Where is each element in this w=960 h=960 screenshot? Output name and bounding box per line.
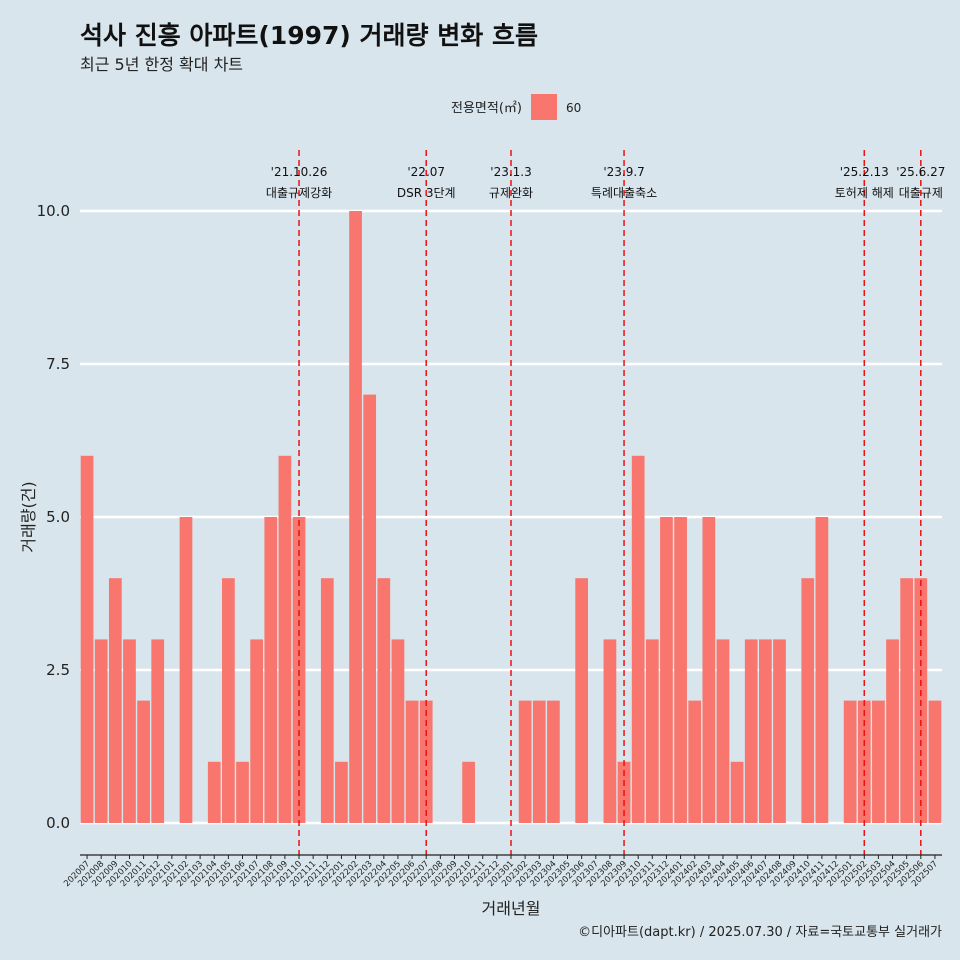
- bar-202007: [80, 455, 94, 823]
- annotation-date: '21.10.26: [271, 165, 328, 179]
- annotation-label: DSR 3단계: [397, 186, 456, 200]
- bar-202403: [702, 517, 716, 823]
- y-tick-label: 10.0: [37, 202, 70, 220]
- bar-202407: [759, 639, 772, 823]
- bar-202112: [320, 578, 334, 823]
- chart-subtitle: 최근 5년 한정 확대 차트: [80, 55, 243, 74]
- bar-202310: [631, 455, 645, 823]
- bar-202503: [872, 700, 885, 823]
- bar-202405: [730, 761, 744, 823]
- bar-202011: [137, 700, 150, 823]
- bar-202105: [222, 578, 235, 823]
- y-tick-label: 2.5: [46, 661, 70, 679]
- bar-202410: [801, 578, 815, 823]
- bar-202204: [377, 578, 391, 823]
- bar-202504: [886, 639, 899, 823]
- caption: ©디아파트(dapt.kr) / 2025.07.30 / 자료=국토교통부 실…: [578, 925, 942, 940]
- annotation-lines: [298, 150, 922, 855]
- bar-202507: [928, 700, 942, 823]
- bar-202012: [151, 639, 165, 823]
- bar-202107: [250, 639, 263, 823]
- chart-title: 석사 진흥 아파트(1997) 거래량 변화 흐름: [80, 21, 538, 50]
- bar-202411: [815, 517, 829, 823]
- bar-202203: [363, 394, 377, 823]
- bar-202206: [405, 700, 419, 823]
- bar-202501: [843, 700, 857, 823]
- y-tick-label: 7.5: [46, 355, 70, 373]
- bar-202402: [688, 700, 702, 823]
- annotation-date: '25.2.13: [840, 165, 889, 179]
- annotation-label: 대출규제: [899, 186, 943, 200]
- annotation-label: 규제완화: [489, 186, 533, 200]
- bar-202404: [716, 639, 730, 823]
- bar-202306: [575, 578, 589, 823]
- y-tick-label: 5.0: [46, 508, 70, 526]
- y-tick-label: 0.0: [46, 814, 70, 832]
- bar-202401: [674, 517, 687, 823]
- y-axis-ticks: 0.0 2.5 5.0 7.5 10.0: [37, 202, 70, 832]
- x-axis: 2020072020082020092020102020112020122021…: [62, 854, 942, 889]
- annotation-label: 특례대출축소: [591, 186, 657, 200]
- bar-202201: [335, 761, 348, 823]
- bar-202312: [660, 517, 673, 823]
- legend-label: 60: [566, 101, 581, 115]
- annotation-label: 대출규제강화: [266, 186, 332, 200]
- bar-202104: [207, 761, 221, 823]
- bar-202106: [236, 761, 249, 823]
- bar-202302: [518, 700, 532, 823]
- bar-202008: [94, 639, 108, 823]
- annotation-date: '25.6.27: [896, 165, 945, 179]
- x-axis-title: 거래년월: [482, 899, 541, 918]
- legend-swatch: [531, 94, 557, 120]
- annotation-date: '23.1.3: [490, 165, 531, 179]
- bar-202304: [547, 700, 560, 823]
- bar-202109: [278, 455, 292, 823]
- annotation-date: '22.07: [407, 165, 445, 179]
- bar-202311: [645, 639, 659, 823]
- bar-202210: [462, 761, 475, 823]
- bar-202408: [773, 639, 786, 823]
- legend-title: 전용면적(㎡): [451, 101, 522, 116]
- bar-202308: [603, 639, 617, 823]
- bar-202202: [349, 211, 362, 823]
- bar-202009: [108, 578, 122, 823]
- annotation-labels: '21.10.26 대출규제강화 '22.07 DSR 3단계 '23.1.3 규제완화 '…: [266, 165, 945, 200]
- bar-202303: [532, 700, 546, 823]
- bar-202102: [179, 517, 193, 823]
- bar-202406: [744, 639, 758, 823]
- annotation-date: '23.9.7: [603, 165, 644, 179]
- legend: 전용면적(㎡) 60: [451, 94, 581, 120]
- bar-202010: [123, 639, 136, 823]
- annotation-label: 토허제 해제: [835, 186, 894, 200]
- y-axis-title: 거래량(건): [19, 481, 38, 552]
- bar-202108: [264, 517, 278, 823]
- bar-202505: [900, 578, 914, 823]
- bar-202205: [391, 639, 405, 823]
